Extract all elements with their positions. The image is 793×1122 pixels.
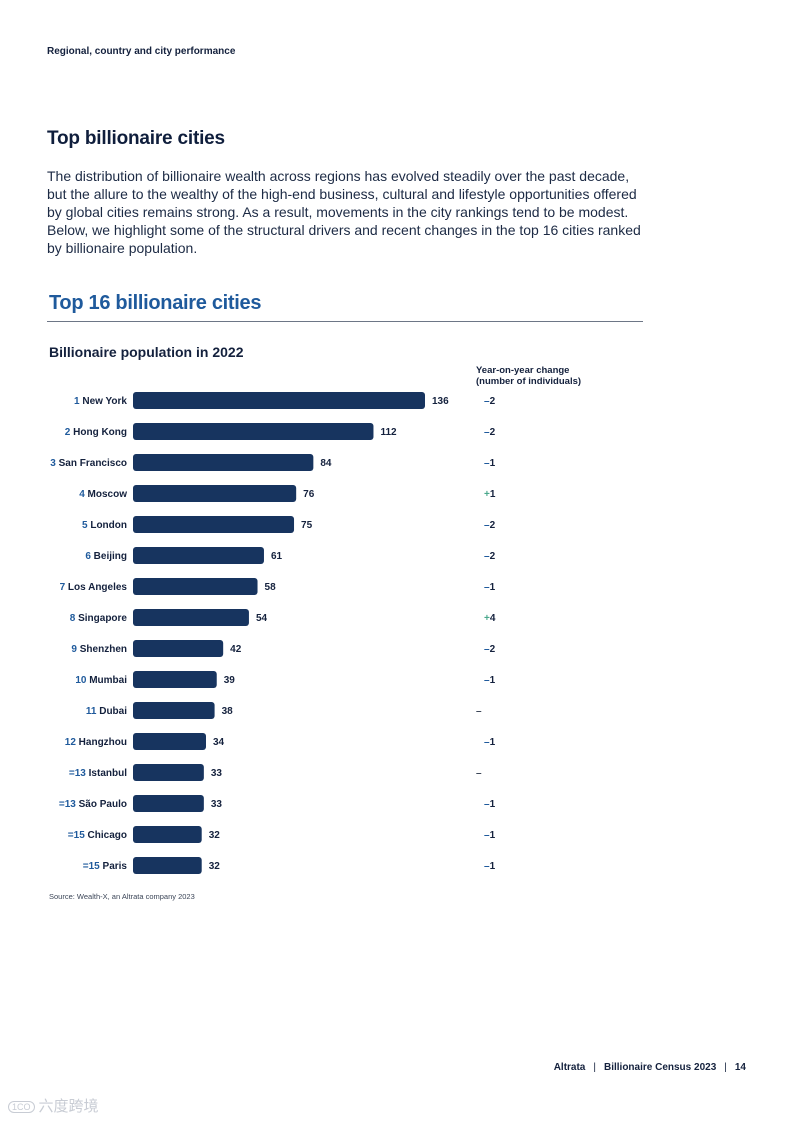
category-label: 5 London <box>82 520 127 531</box>
yoy-change: –2 <box>484 644 496 655</box>
bar-value-label: 75 <box>301 520 313 531</box>
chart-title: Top 16 billionaire cities <box>49 292 262 314</box>
yoy-change: – <box>476 768 482 779</box>
bar-value-label: 42 <box>230 644 242 655</box>
bar <box>133 485 297 502</box>
yoy-change: –2 <box>484 396 496 407</box>
bar-value-label: 38 <box>222 706 234 717</box>
yoy-change: –1 <box>484 799 496 810</box>
page-footer: Altrata | Billionaire Census 2023 | 14 <box>554 1062 746 1073</box>
bar <box>133 392 425 409</box>
bar <box>133 826 202 843</box>
yoy-change: +4 <box>484 613 496 624</box>
footer-separator: | <box>593 1062 596 1073</box>
yoy-change: –1 <box>484 830 496 841</box>
footer-separator: | <box>724 1062 727 1073</box>
yoy-change: +1 <box>484 489 496 500</box>
bar <box>133 795 204 812</box>
bar <box>133 733 206 750</box>
footer-publication: Billionaire Census 2023 <box>603 1062 717 1073</box>
footer-brand: Altrata <box>553 1062 586 1073</box>
bar-value-label: 32 <box>209 861 221 872</box>
bar-value-label: 32 <box>209 830 221 841</box>
yoy-change: –2 <box>484 427 496 438</box>
category-label: 3 San Francisco <box>50 458 127 469</box>
yoy-change: –2 <box>484 520 496 531</box>
yoy-change: –1 <box>484 737 496 748</box>
category-label: 9 Shenzhen <box>71 644 127 655</box>
category-label: =15 Chicago <box>68 830 127 841</box>
article-heading: Top billionaire cities <box>47 128 225 149</box>
yoy-header-line-1: Year-on-year change <box>476 365 570 376</box>
bar-value-label: 136 <box>432 396 449 407</box>
bar <box>133 671 217 688</box>
category-label: 11 Dubai <box>86 706 127 717</box>
bar-value-label: 84 <box>320 458 332 469</box>
category-label: 8 Singapore <box>70 613 128 624</box>
title-rule <box>47 321 643 322</box>
bar-value-label: 61 <box>271 551 283 562</box>
bar <box>133 454 314 471</box>
bar-value-label: 76 <box>303 489 315 500</box>
page-number: 14 <box>734 1062 746 1073</box>
bar <box>133 702 215 719</box>
category-label: =13 Istanbul <box>69 768 127 779</box>
category-label: 10 Mumbai <box>75 675 127 686</box>
watermark: 1CO 六度跨境 <box>8 1095 99 1116</box>
bar <box>133 640 224 657</box>
watermark-badge: 1CO <box>8 1101 35 1114</box>
yoy-change: –1 <box>484 582 496 593</box>
category-label: 2 Hong Kong <box>65 427 127 438</box>
category-label: 12 Hangzhou <box>65 737 127 748</box>
article-intro: The distribution of billionaire wealth a… <box>47 168 641 256</box>
yoy-header-line-2: (number of individuals) <box>476 376 582 387</box>
category-label: 1 New York <box>74 396 127 407</box>
category-label: 4 Moscow <box>79 489 127 500</box>
bar-value-label: 39 <box>224 675 236 686</box>
bar <box>133 609 249 626</box>
bar <box>133 764 204 781</box>
yoy-change: –2 <box>484 551 496 562</box>
category-label: =15 Paris <box>83 861 128 872</box>
yoy-header: Year-on-year change (number of individua… <box>476 365 581 387</box>
yoy-change: – <box>476 706 482 717</box>
yoy-change: –1 <box>484 458 496 469</box>
yoy-change: –1 <box>484 675 496 686</box>
yoy-change: –1 <box>484 861 496 872</box>
chart-source: Source: Wealth-X, an Altrata company 202… <box>49 892 195 901</box>
bar <box>133 857 202 874</box>
section-label: Regional, country and city performance <box>47 46 236 57</box>
bar-value-label: 34 <box>213 737 225 748</box>
watermark-text: 六度跨境 <box>38 1098 99 1115</box>
bar-value-label: 33 <box>211 768 223 779</box>
bar <box>133 516 295 533</box>
category-label: =13 São Paulo <box>59 799 127 810</box>
bar <box>133 578 258 595</box>
bar-value-label: 54 <box>256 613 268 624</box>
category-label: 6 Beijing <box>85 551 127 562</box>
chart-subtitle: Billionaire population in 2022 <box>49 344 244 360</box>
bar <box>133 547 264 564</box>
bar-value-label: 58 <box>265 582 277 593</box>
bar-value-label: 112 <box>380 427 397 438</box>
bar <box>133 423 374 440</box>
bar-value-label: 33 <box>211 799 223 810</box>
category-label: 7 Los Angeles <box>60 582 128 593</box>
